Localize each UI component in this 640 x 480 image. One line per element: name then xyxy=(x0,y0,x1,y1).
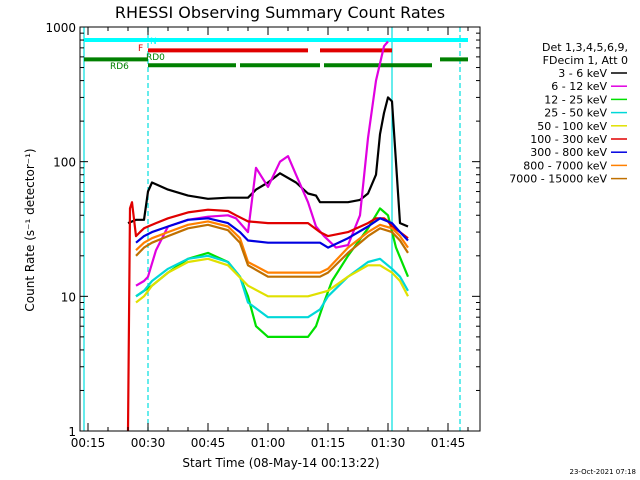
y-tick-label-1: 10 xyxy=(61,290,76,304)
legend-header-line-2: FDecim 1, Att 0 xyxy=(543,54,628,67)
legend-label-6: 300 - 800 keV xyxy=(530,146,607,159)
footer-date: 23-Oct-2021 07:18 xyxy=(570,468,636,476)
x-axis-label: Start Time (08-May-14 00:13:22) xyxy=(182,456,379,470)
series-line-4 xyxy=(135,257,409,304)
x-tick-label-1: 00:30 xyxy=(131,436,166,450)
y-tick-label-0: 1 xyxy=(68,425,76,439)
axes: 00:15 00:30 00:45 01:00 01:15 01:30 01:45 1 10 10… xyxy=(45,21,481,450)
chart-title: RHESSI Observing Summary Count Rates xyxy=(115,3,445,22)
plot-area xyxy=(83,27,461,431)
legend-header-line-1: Det 1,3,4,5,6,9, xyxy=(542,41,628,54)
legend-label-1: 6 - 12 keV xyxy=(551,80,607,93)
legend: Det 1,3,4,5,6,9, FDecim 1, Att 0 3 - 6 k… xyxy=(509,41,628,186)
series-line-1 xyxy=(135,40,389,287)
flag-label-rd0: RD0 xyxy=(146,53,165,63)
y-tick-label-3: 1000 xyxy=(45,21,76,35)
plot-frame xyxy=(79,26,481,432)
legend-label-3: 25 - 50 keV xyxy=(544,107,607,120)
legend-label-0: 3 - 6 keV xyxy=(558,67,607,80)
legend-label-2: 12 - 25 keV xyxy=(544,93,607,106)
x-tick-label-2: 00:45 xyxy=(191,436,226,450)
x-tick-label-5: 01:30 xyxy=(371,436,406,450)
series-line-3 xyxy=(135,254,409,319)
y-axis-label: Count Rate (s⁻¹ detector⁻¹) xyxy=(23,148,37,311)
series-line-6 xyxy=(135,217,409,249)
legend-label-8: 7000 - 15000 keV xyxy=(509,173,607,186)
series-line-7 xyxy=(135,220,409,274)
legend-label-7: 800 - 7000 keV xyxy=(523,159,607,172)
x-tick-label-6: 01:45 xyxy=(431,436,466,450)
x-tick-label-3: 01:00 xyxy=(251,436,286,450)
series-group xyxy=(126,40,410,432)
x-tick-label-4: 01:15 xyxy=(311,436,346,450)
legend-label-4: 50 - 100 keV xyxy=(537,120,607,133)
flag-label-f: F xyxy=(138,44,143,54)
y-tick-label-2: 100 xyxy=(53,156,76,170)
flag-label-n: N xyxy=(150,37,157,47)
x-tick-label-0: 00:15 xyxy=(71,436,106,450)
flag-label-rd6: RD6 xyxy=(110,62,129,72)
legend-label-5: 100 - 300 keV xyxy=(530,133,607,146)
series-line-8 xyxy=(135,223,409,278)
